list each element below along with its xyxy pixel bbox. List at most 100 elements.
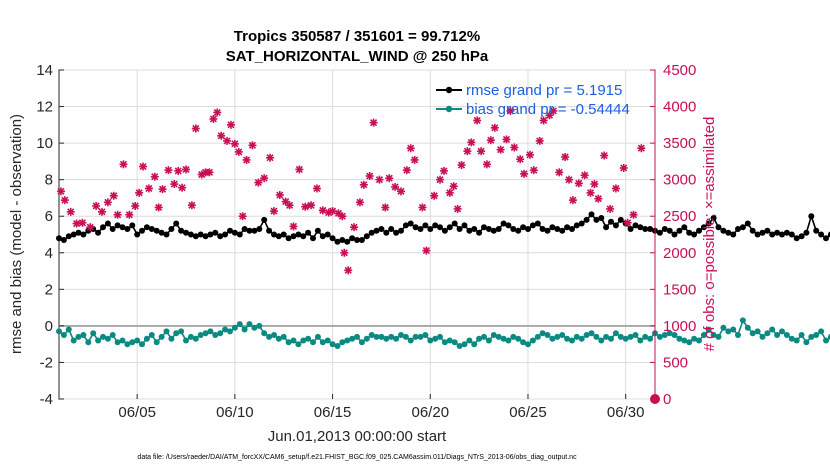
obs-count-marker bbox=[580, 171, 589, 180]
obs-count-mark-stroke bbox=[600, 151, 608, 160]
bias-point bbox=[617, 333, 624, 340]
obs-count-marker bbox=[109, 191, 118, 200]
y-tick-label-right: 2500 bbox=[663, 208, 696, 225]
obs-count-mark-stroke bbox=[422, 247, 430, 255]
bias-point bbox=[295, 341, 302, 348]
bias-point bbox=[290, 337, 297, 344]
rmse-point bbox=[549, 224, 556, 231]
obs-count-marker bbox=[396, 187, 405, 196]
rmse-point bbox=[354, 237, 360, 243]
rmse-point bbox=[505, 222, 512, 229]
bias-point bbox=[603, 333, 610, 340]
bias-point bbox=[564, 335, 571, 342]
y-tick-label-left: 14 bbox=[36, 62, 53, 79]
rmse-point bbox=[691, 231, 698, 238]
rmse-point bbox=[383, 229, 390, 236]
rmse-point bbox=[187, 231, 194, 238]
rmse-point bbox=[515, 227, 522, 234]
rmse-point bbox=[231, 229, 238, 236]
obs-count-mark-stroke bbox=[463, 147, 471, 155]
rmse-point bbox=[412, 224, 419, 231]
bias-point bbox=[158, 333, 165, 340]
bias-point bbox=[749, 330, 756, 337]
bias-point bbox=[681, 337, 688, 344]
obs-count-mark-stroke bbox=[446, 189, 454, 197]
y-axis-label-left: rmse and bias (model - observation) bbox=[8, 114, 25, 354]
rmse-point bbox=[500, 220, 507, 227]
bias-point bbox=[275, 335, 282, 342]
bias-point bbox=[656, 333, 663, 340]
obs-count-mark-stroke bbox=[209, 115, 217, 123]
bias-point bbox=[432, 335, 439, 342]
legend-bias-marker bbox=[445, 105, 453, 113]
obs-count-mark-stroke bbox=[151, 173, 159, 181]
rmse-point bbox=[256, 226, 263, 232]
obs-count-mark-stroke bbox=[73, 219, 81, 228]
obs-count-mark-stroke bbox=[170, 180, 178, 188]
obs-count-mark-stroke bbox=[375, 176, 384, 184]
y-tick-label-left: -4 bbox=[40, 391, 53, 408]
bias-point bbox=[661, 332, 668, 338]
bias-point bbox=[520, 339, 527, 346]
x-tick-label: 06/15 bbox=[314, 404, 352, 421]
obs-count-mark-stroke bbox=[135, 189, 143, 197]
obs-count-mark-stroke bbox=[555, 168, 563, 176]
bias-point bbox=[222, 326, 229, 333]
obs-count-marker bbox=[78, 218, 87, 227]
rmse-point bbox=[266, 227, 273, 234]
obs-count-mark-stroke bbox=[581, 171, 589, 179]
bias-point bbox=[324, 337, 331, 344]
obs-count-mark-stroke bbox=[569, 196, 577, 204]
obs-count-mark-stroke bbox=[440, 167, 448, 175]
bias-point bbox=[236, 321, 243, 328]
bias-point bbox=[647, 335, 654, 342]
y-tick-label-right: 0 bbox=[663, 391, 671, 408]
y-tick-label-right: 4500 bbox=[663, 62, 696, 79]
rmse-point bbox=[471, 226, 478, 232]
obs-count-mark-stroke bbox=[629, 211, 638, 219]
rmse-point bbox=[803, 229, 810, 236]
bias-point bbox=[207, 328, 214, 335]
bias-point bbox=[739, 317, 746, 324]
obs-count-mark-stroke bbox=[473, 116, 481, 125]
obs-count-mark-stroke bbox=[104, 198, 112, 206]
bias-point bbox=[134, 337, 141, 344]
rmse-point bbox=[681, 224, 688, 231]
obs-count-marker bbox=[144, 184, 153, 193]
obs-count-marker bbox=[350, 223, 359, 232]
rmse-point bbox=[578, 220, 585, 227]
rmse-point bbox=[827, 231, 830, 238]
y-tick-label-left: -2 bbox=[40, 354, 53, 371]
bias-point bbox=[393, 335, 400, 342]
bias-point bbox=[271, 332, 277, 338]
bias-point bbox=[388, 333, 395, 340]
rmse-point bbox=[783, 229, 790, 236]
obs-count-marker bbox=[191, 124, 200, 133]
rmse-point bbox=[158, 229, 165, 236]
obs-count-marker bbox=[164, 166, 173, 175]
obs-count-marker bbox=[436, 175, 445, 184]
bias-point bbox=[705, 326, 712, 333]
plot-area bbox=[58, 69, 656, 400]
obs-count-mark-stroke bbox=[436, 176, 444, 184]
rmse-point bbox=[295, 231, 302, 238]
rmse-point bbox=[813, 227, 820, 234]
chart-title-line1: Tropics 350587 / 351601 = 99.712% bbox=[234, 28, 480, 45]
bias-point bbox=[378, 333, 385, 340]
bias-point bbox=[588, 330, 595, 337]
bias-point bbox=[80, 332, 87, 338]
obs-count-marker bbox=[629, 210, 638, 219]
bias-point bbox=[231, 324, 238, 331]
rmse-point bbox=[495, 226, 502, 232]
obs-count-mark-stroke bbox=[164, 166, 172, 174]
rmse-point bbox=[271, 231, 277, 238]
bias-point bbox=[808, 333, 815, 340]
obs-count-mark-stroke bbox=[239, 212, 247, 220]
obs-count-mark-stroke bbox=[114, 211, 122, 219]
rmse-point bbox=[368, 229, 375, 236]
obs-count-marker bbox=[574, 179, 583, 188]
obs-count-mark-stroke bbox=[516, 155, 524, 163]
rmse-point bbox=[569, 226, 575, 232]
bias-point bbox=[676, 335, 683, 342]
obs-count-marker bbox=[439, 166, 448, 175]
